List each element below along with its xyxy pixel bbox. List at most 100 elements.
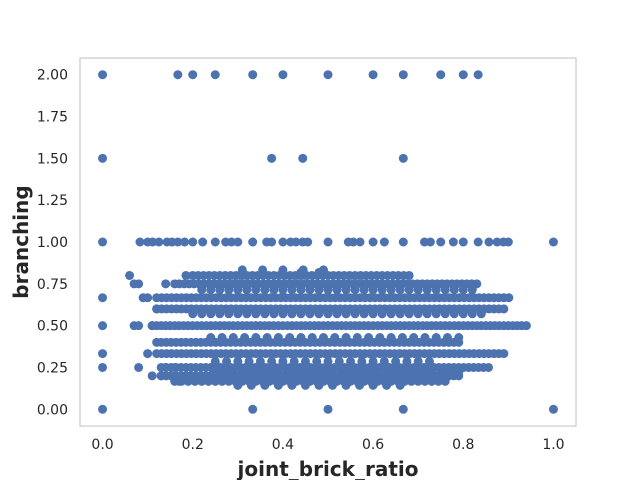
data-point [181, 270, 191, 280]
data-point [499, 304, 509, 314]
data-point [548, 237, 558, 247]
data-point [125, 270, 135, 280]
data-point [521, 321, 531, 331]
data-point [332, 309, 342, 319]
data-point [287, 309, 297, 319]
data-point [278, 70, 288, 80]
data-point [341, 285, 351, 295]
points-layer [98, 70, 558, 414]
data-point [473, 70, 483, 80]
data-point [233, 237, 243, 247]
data-point [206, 309, 216, 319]
data-point [413, 285, 423, 295]
data-point [278, 309, 288, 319]
data-point [328, 380, 338, 390]
data-point [197, 285, 207, 295]
x-tick-label: 1.0 [542, 437, 564, 453]
data-point [355, 237, 365, 247]
data-point [332, 285, 342, 295]
data-point [248, 237, 258, 247]
data-point [341, 309, 351, 319]
data-point [134, 321, 144, 331]
x-tick-label: 0.4 [272, 437, 294, 453]
y-axis-ticks: 0.00 0.25 0.50 0.75 1.00 1.25 1.50 1.75 2.00 [37, 68, 68, 419]
data-point [379, 237, 389, 247]
data-point [188, 309, 198, 319]
data-point [458, 285, 468, 295]
data-point [98, 404, 108, 414]
data-point [190, 376, 200, 386]
data-point [246, 380, 256, 390]
data-point [467, 285, 477, 295]
data-point [143, 349, 153, 359]
data-point [425, 237, 435, 247]
data-point [454, 371, 464, 381]
data-point [427, 376, 437, 386]
data-point [398, 70, 408, 80]
data-point [242, 285, 252, 295]
data-point [98, 349, 108, 359]
data-point [436, 70, 446, 80]
data-point [296, 285, 306, 295]
data-point [386, 309, 396, 319]
data-point [398, 404, 408, 414]
data-point [135, 237, 145, 247]
data-point [323, 404, 333, 414]
y-tick-label: 0.75 [37, 277, 68, 293]
data-point [314, 285, 324, 295]
data-point [413, 376, 423, 386]
data-point [210, 376, 220, 386]
data-point [503, 237, 513, 247]
data-point [258, 265, 268, 275]
data-point [395, 309, 405, 319]
x-tick-label: 0.8 [452, 437, 474, 453]
x-tick-label: 0.2 [182, 437, 204, 453]
data-point [323, 70, 333, 80]
y-tick-label: 1.75 [37, 110, 68, 126]
data-point [273, 380, 283, 390]
data-point [323, 237, 333, 247]
data-point [504, 293, 514, 303]
data-point [173, 237, 183, 247]
data-point [215, 285, 225, 295]
data-point [180, 237, 190, 247]
data-point [233, 285, 243, 295]
data-point [314, 267, 324, 277]
y-tick-label: 0.50 [37, 319, 68, 335]
data-point [458, 237, 468, 247]
data-point [183, 376, 193, 386]
data-point [492, 237, 502, 247]
data-point [215, 309, 225, 319]
data-point [143, 293, 153, 303]
data-point [260, 380, 270, 390]
data-point [206, 285, 216, 295]
data-point [413, 309, 423, 319]
data-point [147, 371, 157, 381]
data-point [161, 279, 171, 289]
data-point [406, 376, 416, 386]
data-point [422, 285, 432, 295]
data-point [440, 285, 450, 295]
data-point [433, 376, 443, 386]
data-point [449, 309, 459, 319]
data-point [278, 237, 288, 247]
data-point [210, 70, 220, 80]
data-point [348, 237, 358, 247]
data-point [269, 309, 279, 319]
data-point [197, 376, 207, 386]
data-point [467, 309, 477, 319]
data-point [440, 309, 450, 319]
data-point [176, 376, 186, 386]
data-point [454, 337, 464, 347]
data-point [473, 237, 483, 247]
data-point [296, 267, 306, 277]
data-point [305, 285, 315, 295]
data-point [476, 309, 486, 319]
data-point [355, 380, 365, 390]
data-point [251, 285, 261, 295]
x-axis-label: joint_brick_ratio [237, 457, 419, 480]
data-point [377, 285, 387, 295]
y-tick-label: 0.00 [37, 402, 68, 418]
data-point [300, 380, 310, 390]
data-point [248, 70, 258, 80]
